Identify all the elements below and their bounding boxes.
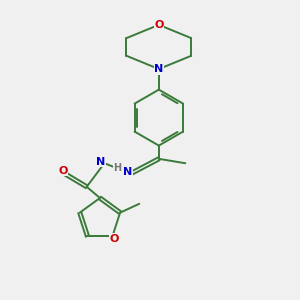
Text: O: O [58, 166, 68, 176]
Text: N: N [96, 157, 106, 167]
Text: O: O [109, 234, 119, 244]
Text: N: N [154, 64, 164, 74]
Text: H: H [113, 163, 122, 173]
Text: N: N [123, 167, 132, 177]
Text: O: O [154, 20, 164, 30]
